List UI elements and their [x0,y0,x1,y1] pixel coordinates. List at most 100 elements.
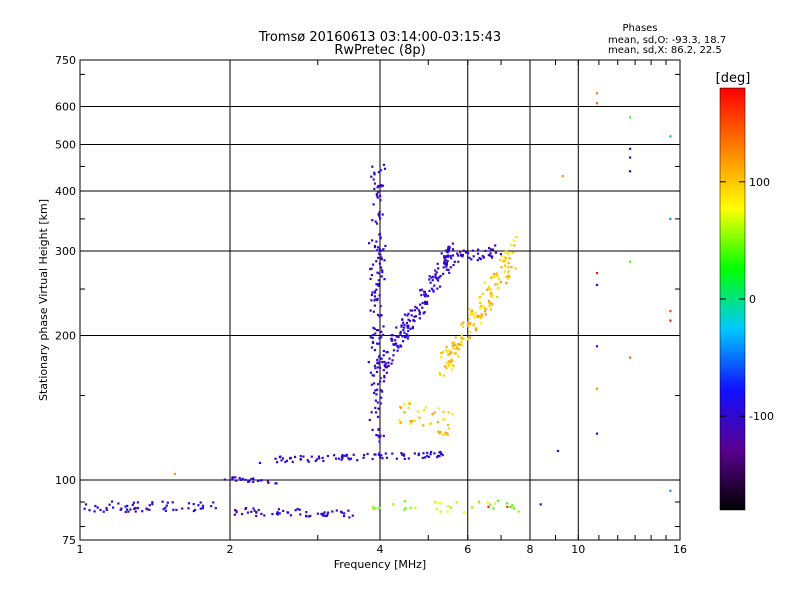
data-point [413,320,416,323]
data-point [474,327,477,330]
x-tick-label: 4 [377,543,384,556]
data-point [305,515,308,518]
data-point [374,220,377,223]
data-point [407,318,410,321]
colorbar-tick-label: 0 [749,293,756,306]
data-point [299,513,302,516]
data-point [438,372,441,375]
data-point [470,258,473,261]
data-point [125,508,129,511]
data-point [398,419,401,422]
data-point [629,170,632,173]
data-point [394,339,397,342]
data-point [595,92,599,95]
data-point [260,479,263,482]
data-point [99,508,102,512]
data-point [378,436,381,439]
data-point [439,450,442,454]
data-point [472,324,475,327]
data-point [146,508,149,511]
data-point [372,507,375,510]
data-point [379,169,382,172]
data-point [446,433,449,436]
data-point [443,433,446,436]
data-point [461,325,465,328]
data-point [433,452,436,455]
data-point [484,313,487,316]
data-point [446,259,449,262]
data-point [447,364,450,368]
data-point [423,311,426,314]
data-point [252,477,255,480]
data-point [384,366,387,369]
data-point [462,321,465,324]
data-point [281,457,285,460]
data-point [117,502,120,505]
data-point [406,314,409,317]
data-point [508,257,511,260]
data-point [192,503,195,506]
data-point [376,196,379,199]
data-point [199,507,202,510]
data-point [452,347,455,350]
data-point [437,267,440,270]
data-point [105,506,108,510]
data-point [379,184,383,187]
data-point [502,259,505,263]
data-point [443,260,446,263]
data-point [376,366,379,369]
data-point [380,454,383,457]
data-point [490,276,493,279]
data-point [289,514,292,517]
data-point [499,258,502,261]
data-point [629,156,632,159]
data-point [250,478,253,481]
data-point [441,454,444,457]
data-point [382,434,385,437]
data-point [446,361,449,364]
data-point [235,510,238,513]
colorbar-label: [deg] [716,71,751,86]
data-point [408,402,411,405]
data-point [426,302,429,305]
data-point [102,510,105,513]
data-point [352,453,355,456]
data-point [108,503,111,506]
data-point [455,501,458,504]
data-point [450,350,453,353]
data-point [377,342,380,345]
data-point [445,268,448,271]
data-point [457,260,460,263]
data-point [296,507,299,511]
data-point [383,259,386,262]
data-point [378,337,381,340]
data-point [376,186,379,189]
data-point [417,309,420,312]
data-point [380,357,383,360]
data-point [379,376,382,380]
data-point [241,477,244,480]
data-point [413,309,416,312]
data-point [372,263,375,266]
data-point [450,506,453,509]
data-point [447,411,450,414]
data-point [471,249,474,252]
data-point [409,327,412,330]
data-point [493,276,496,279]
data-point [256,479,260,482]
data-point [331,510,334,513]
y-tick-label: 200 [55,330,76,343]
data-point [422,424,425,427]
data-point [371,291,374,294]
data-point [484,249,487,252]
data-point [278,456,281,459]
data-point [293,455,297,458]
data-point [424,302,427,305]
data-point [284,460,287,464]
y-tick-label: 400 [55,185,76,198]
data-point [212,501,215,504]
data-point [88,509,91,512]
data-point [447,505,450,508]
data-point [371,428,374,431]
data-points [83,92,672,519]
